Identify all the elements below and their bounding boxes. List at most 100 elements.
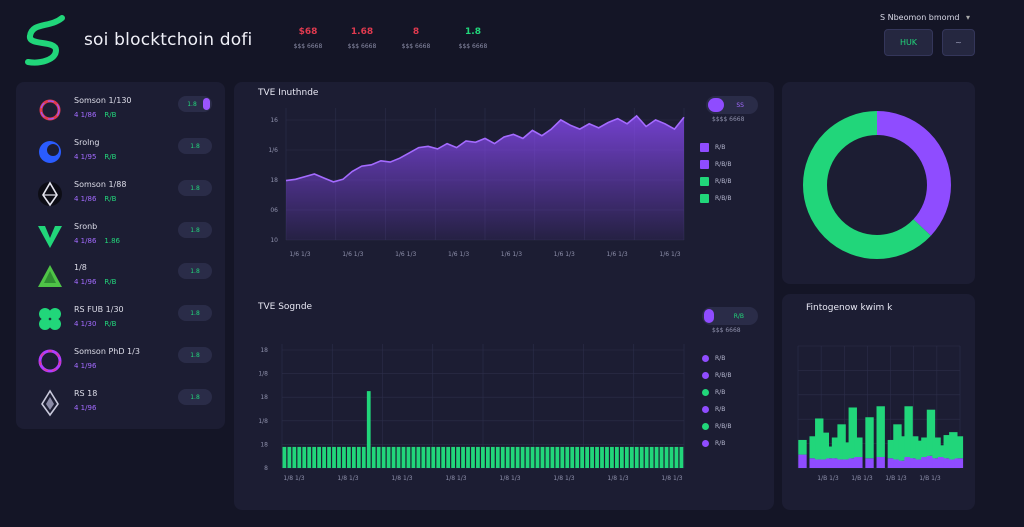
bar bbox=[436, 446, 441, 468]
stat-value: 1.8 bbox=[465, 27, 481, 37]
bar bbox=[610, 446, 614, 468]
legend-item: R/B/B bbox=[700, 160, 731, 169]
x-tick-label: 1/6 1/3 bbox=[395, 251, 416, 258]
legend-swatch bbox=[700, 194, 709, 203]
token-pill[interactable]: 1.8 bbox=[178, 138, 212, 154]
bar bbox=[639, 446, 644, 468]
header-stat-4: 1.8 $$$ 6668 bbox=[448, 27, 498, 50]
legend-item: R/B bbox=[702, 389, 725, 396]
x-tick-label: 1/6 1/3 bbox=[342, 251, 363, 258]
bar-chart-caption: $$$ 6668 bbox=[712, 327, 741, 334]
bar bbox=[634, 446, 639, 468]
token-pill[interactable]: 1.8 bbox=[178, 180, 212, 196]
list-item[interactable]: Srolng 4 1/95 R/B 1.8 bbox=[32, 138, 222, 178]
area-chart-toggle[interactable]: SS bbox=[706, 96, 758, 114]
token-pill[interactable]: 1.8 bbox=[178, 305, 212, 321]
bar bbox=[580, 446, 585, 468]
diamond-icon bbox=[41, 389, 59, 417]
x-tick-label: 1/6 1/3 bbox=[448, 251, 469, 258]
bar bbox=[595, 446, 599, 468]
bar bbox=[396, 446, 401, 468]
crescent-icon bbox=[39, 141, 61, 163]
bar-segment-purple bbox=[926, 455, 936, 468]
toggle-knob bbox=[704, 309, 714, 323]
list-item[interactable]: Somson PhD 1/3 4 1/96 1.8 bbox=[32, 347, 222, 387]
bar bbox=[495, 446, 500, 468]
ring-icon bbox=[39, 99, 61, 121]
list-item[interactable]: Somson 1/130 4 1/86 R/B 1.8 bbox=[32, 96, 222, 136]
y-tick-label: 18 bbox=[260, 347, 268, 354]
bar bbox=[371, 446, 376, 468]
bar bbox=[624, 446, 629, 468]
x-tick-label: 1/8 1/3 bbox=[283, 475, 304, 482]
bar-segment-green bbox=[837, 424, 846, 460]
token-pill[interactable]: 1.8 bbox=[178, 347, 212, 363]
bar-segment-purple bbox=[842, 459, 852, 468]
token-name: 1/8 bbox=[74, 263, 87, 272]
bar bbox=[416, 446, 421, 468]
bar-chart-title: TVE Sognde bbox=[258, 302, 313, 312]
header-button-secondary[interactable]: ~ bbox=[942, 29, 975, 56]
token-pill[interactable]: 1.8 bbox=[178, 389, 212, 405]
bar-segment-purple bbox=[865, 458, 874, 468]
bar-segment-green bbox=[820, 432, 830, 460]
chart-icon: ~ bbox=[955, 38, 962, 47]
bar-segment-green bbox=[865, 417, 874, 459]
bar bbox=[654, 446, 659, 468]
legend-dot bbox=[702, 423, 709, 430]
bar-segment-purple bbox=[876, 457, 885, 468]
bar bbox=[644, 446, 649, 468]
token-sub-a: 4 1/96 bbox=[74, 362, 97, 370]
bar-chart-toggle[interactable]: R/B bbox=[702, 307, 758, 325]
bar-toggle-label: R/B bbox=[733, 312, 744, 320]
token-name: Somson PhD 1/3 bbox=[74, 347, 140, 356]
bar bbox=[292, 446, 297, 468]
bar bbox=[674, 446, 679, 468]
token-sub-b: R/B bbox=[104, 195, 117, 203]
account-label: S Nbeomon bmomd bbox=[880, 13, 960, 22]
stat-label: $$$ 6668 bbox=[293, 43, 323, 50]
x-tick-label: 1/8 1/3 bbox=[445, 475, 466, 482]
bar bbox=[530, 446, 535, 468]
legend-swatch bbox=[700, 143, 709, 152]
logo-icon bbox=[25, 15, 65, 66]
area-chart: 16 1/6 18 06 10 1/6 1/3 1/6 1/3 1/6 1/3 1/6 1/3 1… bbox=[268, 108, 685, 258]
y-tick-label: 1/8 bbox=[258, 418, 268, 425]
bar-segment-green bbox=[842, 442, 852, 460]
bar-segment-green bbox=[826, 446, 835, 459]
hexring-icon bbox=[38, 349, 62, 373]
token-pill[interactable]: 1.8 bbox=[178, 222, 212, 238]
bar bbox=[550, 446, 555, 468]
account-menu[interactable]: S Nbeomon bmomd ▾ bbox=[880, 13, 970, 22]
y-tick-label: 18 bbox=[270, 177, 278, 184]
bar bbox=[287, 446, 292, 468]
bar bbox=[376, 446, 381, 468]
y-tick-label: 18 bbox=[260, 441, 268, 448]
y-tick-label: 18 bbox=[260, 394, 268, 401]
token-sub: 4 1/86 R/B bbox=[74, 195, 116, 203]
bar bbox=[615, 446, 619, 468]
list-item[interactable]: 1/8 4 1/96 R/B 1.8 bbox=[32, 263, 222, 303]
bar bbox=[466, 446, 470, 468]
bar-segment-green bbox=[915, 440, 924, 460]
list-item[interactable]: RS 18 4 1/96 1.8 bbox=[32, 389, 222, 429]
bar bbox=[471, 446, 475, 468]
bar bbox=[585, 446, 590, 468]
token-sub-a: 4 1/86 bbox=[74, 195, 97, 203]
token-sub-b: R/B bbox=[104, 320, 117, 328]
bar bbox=[391, 446, 396, 468]
y-tick-label: 1/6 bbox=[268, 147, 278, 154]
bar bbox=[332, 446, 336, 468]
header-button-primary[interactable]: HUK bbox=[884, 29, 933, 56]
bar-segment-green bbox=[943, 435, 952, 459]
bar bbox=[342, 446, 346, 468]
list-item[interactable]: Somson 1/88 4 1/86 R/B 1.8 bbox=[32, 180, 222, 220]
area-chart-caption: $$$$ 6668 bbox=[712, 116, 745, 123]
token-sub-b: R/B bbox=[104, 111, 117, 119]
x-tick-label: 1/8 1/3 bbox=[337, 475, 358, 482]
list-item[interactable]: Sronb 4 1/86 1.86 1.8 bbox=[32, 222, 222, 262]
token-pill[interactable]: 1.8 bbox=[178, 263, 212, 279]
legend-item: R/B bbox=[700, 143, 725, 152]
list-item[interactable]: RS FUB 1/30 4 1/30 R/B 1.8 bbox=[32, 305, 222, 345]
token-toggle[interactable]: 1.8 bbox=[178, 96, 212, 112]
